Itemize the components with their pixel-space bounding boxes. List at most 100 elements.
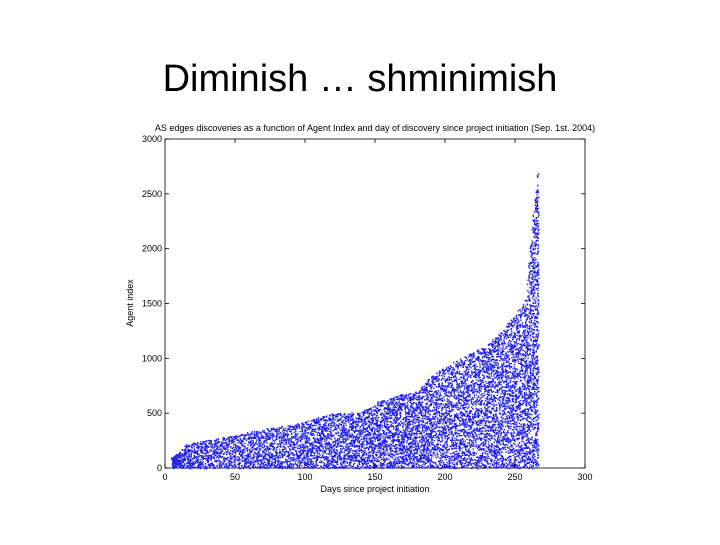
data-point [346,449,348,451]
data-point [413,425,415,428]
data-point [210,463,212,465]
data-point [228,444,230,446]
data-point [217,451,219,454]
data-point [287,441,290,443]
data-point [387,407,389,409]
data-point [237,458,239,461]
data-point [364,428,367,431]
data-point [204,467,207,469]
data-point [180,457,183,459]
data-point [377,439,379,441]
data-point [389,417,392,420]
data-point [304,447,306,449]
data-point [216,441,219,444]
data-point [192,466,194,469]
data-point [333,441,335,443]
data-point [332,460,334,462]
data-point [241,456,243,459]
data-point [177,460,179,462]
data-point [352,413,355,415]
data-point [177,454,179,456]
data-point [241,453,244,456]
data-point [173,466,175,469]
data-point [358,431,360,433]
data-point [353,431,355,434]
data-point [345,430,347,432]
data-point [241,443,243,445]
data-point [379,464,382,466]
data-point [343,442,345,444]
data-point [334,426,336,429]
data-point [279,456,281,458]
data-point [327,447,329,449]
data-point [352,415,354,417]
data-point [279,448,281,451]
data-point [404,461,406,464]
data-point [412,440,414,442]
data-point [249,453,251,455]
data-point [298,452,301,454]
data-point [341,432,343,434]
data-point [364,411,366,414]
data-point [371,442,374,445]
data-point [383,434,385,436]
data-point [208,451,210,453]
data-point [317,458,319,460]
data-point [280,466,282,468]
data-point [215,438,217,441]
data-point [360,438,362,441]
data-point [293,459,296,461]
data-point [310,462,312,464]
data-point [310,465,313,468]
data-point [367,459,369,461]
data-point [313,454,315,457]
data-point [199,467,201,470]
data-point [331,416,334,418]
data-point [363,419,365,421]
data-point [320,461,322,464]
data-point [220,448,223,450]
data-point [350,444,352,446]
data-point [352,459,354,461]
data-point [361,462,363,464]
data-point [302,452,305,455]
data-point [351,450,353,452]
data-point [361,450,363,452]
data-point [403,431,405,434]
data-point [253,434,255,436]
data-point [350,415,353,417]
data-point [325,457,327,460]
data-point [368,448,370,450]
data-point [381,404,383,406]
data-point [205,466,208,468]
data-point [274,457,277,459]
data-point [406,405,408,407]
data-point [313,418,316,421]
data-point [369,433,371,435]
data-point [282,454,284,456]
data-point [377,430,379,432]
data-point [211,464,214,467]
data-point [225,439,227,442]
data-point [361,420,363,423]
data-point [399,397,401,400]
data-point [216,448,218,450]
data-point [411,428,414,430]
data-point [217,457,220,460]
data-point [182,465,185,468]
data-point [323,419,325,421]
data-point [342,434,344,436]
data-point [329,437,331,440]
data-point [379,465,382,467]
data-point [352,467,354,469]
data-point [396,398,399,400]
data-point [218,456,220,458]
data-point [220,450,222,452]
data-point [410,452,413,454]
data-point [262,447,264,449]
data-point [388,467,390,469]
data-point [415,457,417,460]
data-point [410,404,413,406]
data-point [292,458,295,460]
data-point [323,451,326,454]
